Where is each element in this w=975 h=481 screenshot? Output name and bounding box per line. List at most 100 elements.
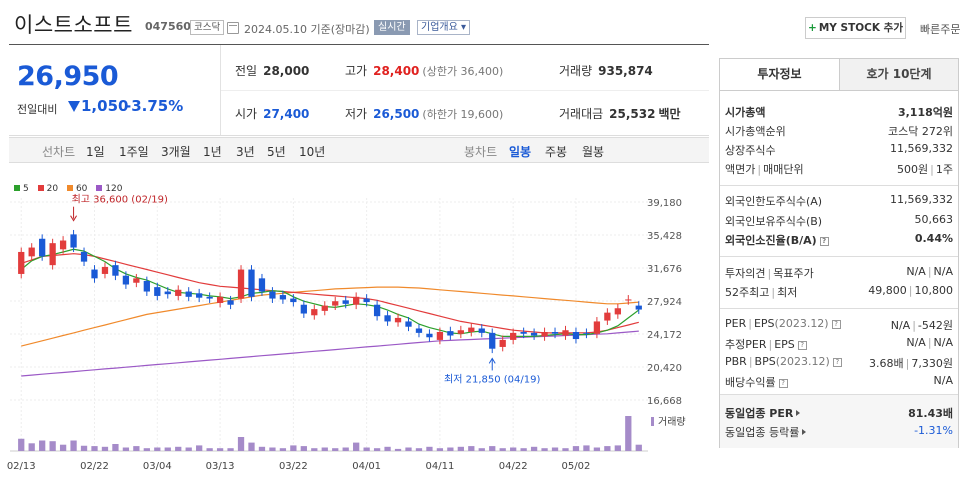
candle-monthly[interactable]: 월봉	[582, 145, 605, 159]
amount-label: 거래대금	[559, 107, 604, 121]
x-tick-label: 03/04	[143, 461, 172, 472]
per-label: PER | EPS(2023.12)?	[725, 317, 841, 330]
legend-ma20: 20	[37, 184, 58, 194]
stock-code: 047560	[145, 20, 191, 33]
divider	[221, 90, 709, 91]
amount-value: 25,532	[609, 107, 656, 121]
candle	[39, 238, 46, 257]
low-label: 저가	[345, 107, 368, 121]
period-1y[interactable]: 1년	[203, 145, 222, 159]
shares-label: 상장주식수	[725, 144, 776, 157]
industry-per-value: 81.43배	[908, 407, 953, 420]
per-value: N/A | -542원	[890, 319, 953, 332]
candle	[80, 251, 88, 262]
volume-bar	[133, 446, 140, 451]
volume-legend-swatch	[651, 417, 654, 426]
add-my-stock-label: MY STOCK 추가	[818, 22, 903, 34]
candle	[196, 293, 203, 298]
volume-bar	[353, 442, 360, 451]
candle	[342, 300, 349, 304]
candle	[18, 251, 25, 274]
amount-unit: 백만	[658, 107, 681, 121]
candle	[614, 308, 621, 315]
candle	[237, 269, 245, 299]
x-tick-label: 04/01	[352, 461, 381, 472]
x-tick-label: 05/02	[562, 461, 591, 472]
line-chart-label: 선차트	[42, 145, 76, 159]
help-icon[interactable]: ?	[831, 320, 841, 329]
help-icon[interactable]: ?	[778, 379, 788, 388]
x-tick-label: 03/22	[279, 461, 308, 472]
candle-weekly[interactable]: 주봉	[545, 145, 568, 159]
week52-label: 52주최고 | 최저	[725, 286, 798, 299]
industry-per-row: 동일업종 PER 81.43배	[725, 405, 953, 423]
add-my-stock-button[interactable]: + MY STOCK 추가	[805, 17, 906, 39]
volume-label: 거래량	[559, 64, 593, 78]
volume-bar	[510, 447, 517, 451]
tab-investment-info[interactable]: 투자정보	[720, 59, 839, 90]
shares-value: 11,569,332	[890, 142, 953, 155]
volume-bar	[269, 447, 276, 451]
candle	[143, 280, 150, 292]
foreign-hold-value: 50,663	[914, 213, 954, 226]
y-tick-label: 20,420	[647, 363, 682, 374]
candle	[164, 291, 171, 295]
volume-bar	[489, 446, 496, 451]
opinion-value: N/A | N/A	[906, 265, 953, 278]
par-value: 500원 | 1주	[897, 163, 953, 176]
volume-bar	[175, 446, 182, 451]
tab-order-book[interactable]: 호가 10단계	[839, 59, 958, 90]
period-1w[interactable]: 1주일	[119, 145, 149, 159]
stock-chart[interactable]: 5 20 60 120 39,180 35,428 31,676 27,924 24,1…	[0, 164, 710, 481]
y-tick-label: 16,668	[647, 396, 682, 407]
candle	[394, 317, 402, 323]
candle	[258, 278, 266, 292]
candle-daily[interactable]: 일봉	[509, 145, 532, 159]
industry-rate-value: -1.31%	[914, 424, 953, 437]
volume-bar	[101, 446, 109, 451]
candle	[426, 333, 433, 338]
volume-bar	[342, 447, 349, 451]
open-label: 시가	[235, 107, 258, 121]
volume-bar	[49, 441, 56, 451]
period-3m[interactable]: 3개월	[161, 145, 191, 159]
cap-rank-row: 시가총액순위 코스닥 272위	[725, 123, 953, 141]
y-tick-label: 24,172	[647, 330, 682, 341]
volume-bar	[415, 448, 423, 451]
candle	[290, 298, 297, 303]
candle	[59, 240, 67, 250]
volume-bar	[625, 416, 632, 451]
help-icon[interactable]: ?	[797, 341, 807, 350]
candle	[91, 269, 98, 279]
help-icon[interactable]: ?	[819, 237, 829, 246]
pbr-value: 3.68배 | 7,330원	[869, 357, 953, 370]
quick-order-link[interactable]: 빠른주문	[920, 23, 961, 36]
candle	[216, 296, 224, 303]
divider	[9, 44, 709, 45]
company-overview-dropdown[interactable]: 기업개요 ▾	[417, 20, 470, 35]
candle	[175, 289, 182, 296]
industry-rate-row: 동일업종 등락률 -1.31%	[725, 424, 953, 442]
low-value: 26,500	[373, 107, 420, 121]
y-tick-label: 35,428	[647, 231, 682, 242]
candle	[447, 331, 454, 336]
legend-ma5: 5	[14, 184, 29, 194]
volume-bar	[541, 448, 548, 451]
industry-per-label[interactable]: 동일업종 PER	[725, 405, 801, 421]
industry-rate-label[interactable]: 동일업종 등락률	[725, 424, 807, 440]
period-10y[interactable]: 10년	[299, 145, 326, 159]
period-5y[interactable]: 5년	[267, 145, 286, 159]
foreign-limit-label: 외국인한도주식수(A)	[725, 195, 823, 208]
volume-bar	[447, 447, 454, 451]
y-tick-label: 39,180	[647, 198, 682, 209]
period-bar: 선차트 1일 1주일 3개월 1년 3년 5년 10년 봉차트 일봉 주봉 월봉	[9, 137, 709, 163]
moving-average-ma20	[21, 253, 639, 334]
volume-bar	[143, 448, 150, 451]
help-icon[interactable]: ?	[832, 358, 842, 367]
legend-ma60: 60	[66, 184, 87, 194]
realtime-button[interactable]: 실시간	[374, 20, 410, 35]
foreign-ratio-row: 외국인소진율(B/A)? 0.44%	[725, 232, 953, 250]
period-3y[interactable]: 3년	[236, 145, 255, 159]
period-1d[interactable]: 1일	[86, 145, 105, 159]
candle	[593, 321, 601, 334]
